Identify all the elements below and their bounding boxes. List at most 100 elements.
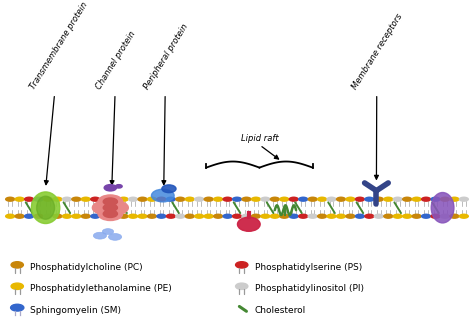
Circle shape (440, 197, 450, 202)
Circle shape (232, 214, 242, 219)
Circle shape (165, 197, 176, 202)
Circle shape (62, 214, 72, 219)
Circle shape (459, 214, 469, 219)
Circle shape (449, 214, 460, 219)
Circle shape (71, 197, 82, 202)
Circle shape (345, 197, 356, 202)
Ellipse shape (152, 189, 174, 202)
Circle shape (71, 214, 82, 219)
Circle shape (411, 197, 422, 202)
Circle shape (137, 214, 148, 219)
Circle shape (402, 197, 412, 202)
Circle shape (383, 197, 393, 202)
Text: Phosphatidylcholine (PC): Phosphatidylcholine (PC) (30, 263, 143, 272)
Text: Transmembrane protein: Transmembrane protein (28, 0, 90, 184)
Circle shape (392, 197, 403, 202)
Circle shape (147, 214, 157, 219)
Ellipse shape (31, 192, 60, 223)
Circle shape (440, 214, 450, 219)
Circle shape (14, 197, 25, 202)
Circle shape (81, 214, 91, 219)
Circle shape (251, 214, 261, 219)
Circle shape (184, 197, 195, 202)
Circle shape (383, 214, 393, 219)
Ellipse shape (104, 201, 128, 214)
Circle shape (104, 184, 117, 191)
Ellipse shape (103, 210, 118, 217)
Ellipse shape (103, 204, 118, 212)
Circle shape (421, 214, 431, 219)
Circle shape (260, 214, 271, 219)
Circle shape (260, 197, 271, 202)
Circle shape (102, 229, 114, 235)
Circle shape (128, 214, 138, 219)
Text: Phosphatidylethanolamine (PE): Phosphatidylethanolamine (PE) (30, 284, 172, 293)
Circle shape (93, 232, 107, 239)
Text: Peripheral protein: Peripheral protein (142, 22, 190, 184)
Circle shape (336, 197, 346, 202)
Circle shape (241, 197, 252, 202)
Text: Phosphatidylinositol (PI): Phosphatidylinositol (PI) (255, 284, 364, 293)
Circle shape (222, 197, 233, 202)
Circle shape (355, 214, 365, 219)
Circle shape (5, 214, 15, 219)
Circle shape (147, 197, 157, 202)
Circle shape (175, 197, 185, 202)
Circle shape (326, 197, 337, 202)
Circle shape (43, 197, 53, 202)
Circle shape (308, 214, 318, 219)
Circle shape (289, 197, 299, 202)
Circle shape (116, 184, 122, 188)
Ellipse shape (92, 201, 117, 214)
Circle shape (184, 214, 195, 219)
Circle shape (251, 197, 261, 202)
Circle shape (241, 214, 252, 219)
Text: Phosphatidylserine (PS): Phosphatidylserine (PS) (255, 263, 362, 272)
Circle shape (345, 214, 356, 219)
Ellipse shape (237, 217, 260, 231)
Circle shape (213, 214, 223, 219)
Circle shape (203, 197, 214, 202)
Circle shape (430, 214, 441, 219)
Circle shape (10, 304, 24, 311)
Circle shape (317, 197, 327, 202)
Circle shape (430, 197, 441, 202)
Circle shape (392, 214, 403, 219)
Circle shape (52, 197, 63, 202)
Text: Sphingomyelin (SM): Sphingomyelin (SM) (30, 306, 121, 314)
Circle shape (459, 197, 469, 202)
Text: Membrane receptors: Membrane receptors (350, 12, 404, 179)
Circle shape (52, 214, 63, 219)
Circle shape (194, 214, 204, 219)
Circle shape (109, 214, 119, 219)
Circle shape (5, 197, 15, 202)
Circle shape (222, 214, 233, 219)
Ellipse shape (36, 196, 55, 219)
Circle shape (364, 197, 374, 202)
Circle shape (118, 214, 129, 219)
Circle shape (236, 262, 248, 268)
Circle shape (33, 214, 44, 219)
Ellipse shape (98, 207, 123, 220)
Ellipse shape (98, 195, 123, 208)
Circle shape (128, 197, 138, 202)
Circle shape (374, 214, 384, 219)
Circle shape (156, 197, 166, 202)
Circle shape (279, 214, 290, 219)
Circle shape (355, 197, 365, 202)
Circle shape (11, 283, 23, 289)
Circle shape (43, 214, 53, 219)
Circle shape (194, 197, 204, 202)
Circle shape (232, 197, 242, 202)
Circle shape (336, 214, 346, 219)
Circle shape (90, 197, 100, 202)
Circle shape (298, 214, 309, 219)
Circle shape (326, 214, 337, 219)
Circle shape (11, 262, 23, 268)
Text: Channel protein: Channel protein (95, 29, 138, 184)
Circle shape (289, 214, 299, 219)
Circle shape (137, 197, 148, 202)
Circle shape (81, 197, 91, 202)
Circle shape (156, 214, 166, 219)
Circle shape (24, 197, 34, 202)
